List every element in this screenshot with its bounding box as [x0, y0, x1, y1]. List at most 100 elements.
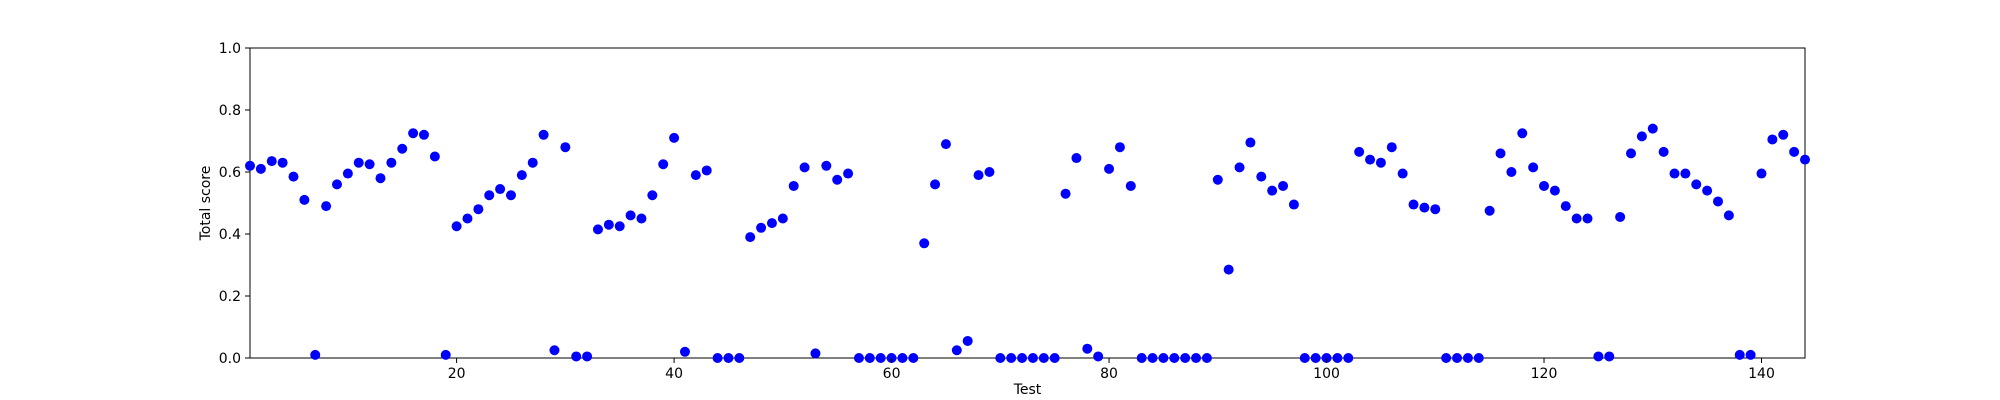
data-point — [408, 128, 419, 139]
data-point — [516, 170, 527, 181]
x-tick-label: 140 — [1748, 366, 1775, 382]
x-axis-label: Test — [1013, 382, 1042, 398]
data-point — [1223, 264, 1234, 275]
data-point — [1756, 168, 1767, 179]
data-point — [1789, 146, 1800, 157]
data-point — [592, 224, 603, 235]
data-point — [1060, 188, 1071, 199]
data-point — [625, 210, 636, 221]
data-point — [440, 349, 451, 360]
data-point — [1626, 148, 1637, 159]
data-point — [701, 165, 712, 176]
data-point — [1517, 128, 1528, 139]
data-point — [1452, 353, 1463, 363]
data-point — [245, 160, 255, 171]
data-point — [1038, 353, 1049, 363]
data-points — [245, 123, 1810, 363]
data-point — [1288, 199, 1299, 210]
data-point — [418, 129, 429, 140]
data-point — [1647, 123, 1658, 134]
data-point — [1212, 174, 1223, 185]
data-point — [1093, 351, 1104, 362]
data-point — [1114, 142, 1125, 153]
data-point — [788, 180, 799, 191]
data-point — [1104, 163, 1115, 174]
data-point — [310, 349, 321, 360]
y-tick-label: 0.4 — [219, 227, 241, 243]
data-point — [1017, 353, 1028, 363]
data-point — [1473, 353, 1484, 363]
data-point — [1245, 137, 1256, 148]
data-point — [582, 351, 593, 362]
data-point — [1419, 202, 1430, 213]
data-point — [560, 142, 571, 153]
data-point — [342, 168, 353, 179]
data-point — [1778, 129, 1789, 140]
data-point — [429, 151, 440, 162]
data-point — [940, 139, 951, 150]
data-point — [1354, 146, 1365, 157]
y-axis: 0.0 0.2 0.4 0.6 0.8 1.0 — [219, 41, 250, 367]
x-axis: 20 40 60 80 100 120 140 — [448, 358, 1775, 382]
data-point — [1365, 154, 1376, 165]
x-tick-label: 20 — [448, 366, 466, 382]
data-point — [364, 159, 375, 170]
data-point — [571, 351, 582, 362]
plot-frame — [249, 47, 1806, 359]
data-point — [1147, 353, 1158, 363]
data-point — [1734, 349, 1745, 360]
data-point — [799, 162, 810, 173]
data-point — [1484, 205, 1495, 216]
data-point — [777, 213, 788, 224]
data-point — [1169, 353, 1180, 363]
y-axis-label: Total score — [198, 166, 214, 242]
data-point — [1049, 353, 1060, 363]
data-point — [690, 170, 701, 181]
data-point — [1375, 157, 1386, 168]
data-point — [1745, 349, 1756, 360]
data-point — [853, 353, 864, 363]
data-point — [614, 221, 625, 232]
y-tick-label: 1.0 — [219, 41, 241, 57]
data-point — [1136, 353, 1147, 363]
x-tick-label: 80 — [1100, 366, 1118, 382]
data-point — [1267, 185, 1278, 196]
data-point — [549, 345, 560, 356]
data-point — [1691, 179, 1702, 190]
data-point — [1680, 168, 1691, 179]
data-point — [1462, 353, 1473, 363]
data-point — [712, 353, 723, 363]
data-point — [1506, 167, 1517, 177]
data-point — [266, 156, 277, 167]
data-point — [1528, 162, 1539, 173]
data-point — [973, 170, 984, 181]
data-point — [962, 335, 973, 346]
data-point — [1669, 168, 1680, 179]
data-point — [375, 173, 386, 184]
data-point — [1560, 201, 1571, 212]
y-tick-label: 0.0 — [219, 351, 241, 367]
data-point — [1234, 162, 1245, 173]
data-point — [1332, 353, 1343, 363]
data-point — [484, 190, 495, 201]
data-point — [1702, 185, 1713, 196]
data-point — [505, 190, 516, 201]
data-point — [1343, 353, 1354, 363]
data-point — [321, 201, 332, 212]
data-point — [1082, 343, 1093, 354]
data-point — [255, 163, 266, 174]
data-point — [1571, 213, 1582, 224]
data-point — [1386, 142, 1397, 153]
data-point — [1713, 196, 1724, 207]
data-point — [1593, 351, 1604, 362]
data-point — [897, 353, 908, 363]
data-point — [821, 160, 832, 171]
data-point — [734, 353, 745, 363]
plot-area — [245, 47, 1810, 363]
data-point — [1310, 353, 1321, 363]
data-point — [1397, 168, 1408, 179]
data-point — [451, 221, 462, 232]
data-point — [1800, 154, 1810, 165]
data-point — [636, 213, 647, 224]
